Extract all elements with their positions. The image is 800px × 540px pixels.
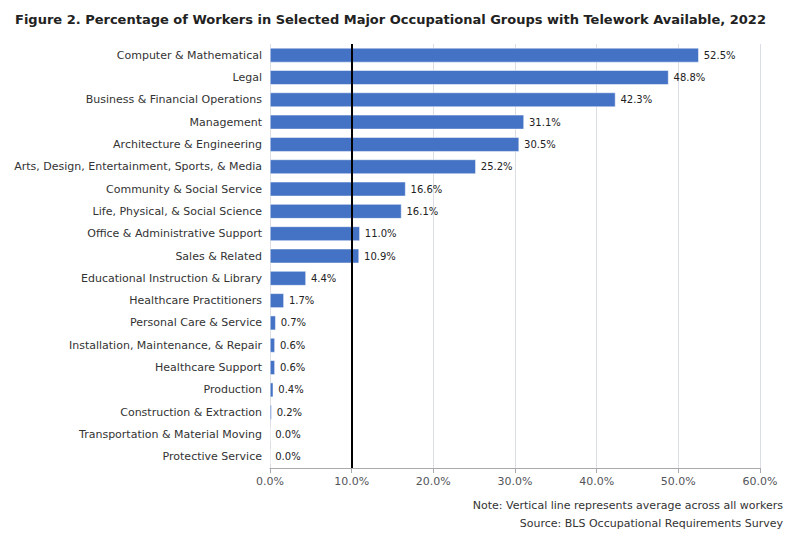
svg-text:Architecture & Engineering: Architecture & Engineering — [113, 138, 262, 151]
svg-text:10.9%: 10.9% — [364, 251, 396, 262]
svg-text:0.0%: 0.0% — [256, 475, 284, 488]
svg-text:31.1%: 31.1% — [529, 117, 561, 128]
svg-text:0.4%: 0.4% — [278, 384, 303, 395]
svg-text:Note: Vertical line represents: Note: Vertical line represents average a… — [473, 499, 784, 512]
svg-text:16.6%: 16.6% — [411, 184, 443, 195]
svg-text:Protective Service: Protective Service — [163, 450, 263, 463]
svg-text:10.0%: 10.0% — [334, 475, 369, 488]
svg-text:20.0%: 20.0% — [416, 475, 451, 488]
svg-text:Business & Financial Operation: Business & Financial Operations — [86, 93, 262, 106]
svg-text:Production: Production — [203, 383, 262, 396]
svg-text:Life, Physical, & Social Scien: Life, Physical, & Social Science — [93, 205, 263, 218]
svg-text:Transportation & Material Movi: Transportation & Material Moving — [78, 428, 262, 441]
svg-text:0.0%: 0.0% — [275, 451, 300, 462]
svg-text:Community & Social Service: Community & Social Service — [106, 183, 262, 196]
svg-text:4.4%: 4.4% — [311, 273, 336, 284]
svg-text:16.1%: 16.1% — [406, 206, 438, 217]
svg-text:60.0%: 60.0% — [743, 475, 778, 488]
svg-text:Construction & Extraction: Construction & Extraction — [120, 406, 262, 419]
svg-text:Figure 2. Percentage of Worker: Figure 2. Percentage of Workers in Selec… — [15, 12, 766, 27]
svg-text:30.0%: 30.0% — [498, 475, 533, 488]
svg-text:Management: Management — [190, 116, 263, 129]
svg-text:0.6%: 0.6% — [280, 362, 305, 373]
svg-text:Office & Administrative Suppor: Office & Administrative Support — [87, 227, 262, 240]
svg-text:11.0%: 11.0% — [365, 228, 397, 239]
svg-text:Sales & Related: Sales & Related — [175, 250, 262, 263]
svg-text:Educational Instruction & Libr: Educational Instruction & Library — [81, 272, 262, 285]
svg-text:1.7%: 1.7% — [289, 295, 314, 306]
svg-text:Source: BLS Occupational Requi: Source: BLS Occupational Requirements Su… — [520, 517, 784, 530]
svg-text:42.3%: 42.3% — [620, 94, 652, 105]
svg-text:Healthcare Support: Healthcare Support — [155, 361, 263, 374]
svg-text:Healthcare Practitioners: Healthcare Practitioners — [129, 294, 262, 307]
svg-text:Arts, Design, Entertainment, S: Arts, Design, Entertainment, Sports, & M… — [14, 160, 262, 173]
svg-text:52.5%: 52.5% — [704, 50, 736, 61]
svg-text:30.5%: 30.5% — [524, 139, 556, 150]
svg-text:25.2%: 25.2% — [481, 161, 513, 172]
svg-text:0.2%: 0.2% — [277, 407, 302, 418]
svg-text:Legal: Legal — [233, 71, 262, 84]
svg-text:50.0%: 50.0% — [661, 475, 696, 488]
svg-text:Installation, Maintenance, & R: Installation, Maintenance, & Repair — [69, 339, 263, 352]
svg-text:40.0%: 40.0% — [579, 475, 614, 488]
svg-text:Personal Care & Service: Personal Care & Service — [130, 316, 262, 329]
svg-text:0.7%: 0.7% — [281, 317, 306, 328]
svg-text:48.8%: 48.8% — [674, 72, 706, 83]
svg-text:0.0%: 0.0% — [275, 429, 300, 440]
svg-text:0.6%: 0.6% — [280, 340, 305, 351]
svg-text:Computer & Mathematical: Computer & Mathematical — [117, 49, 262, 62]
